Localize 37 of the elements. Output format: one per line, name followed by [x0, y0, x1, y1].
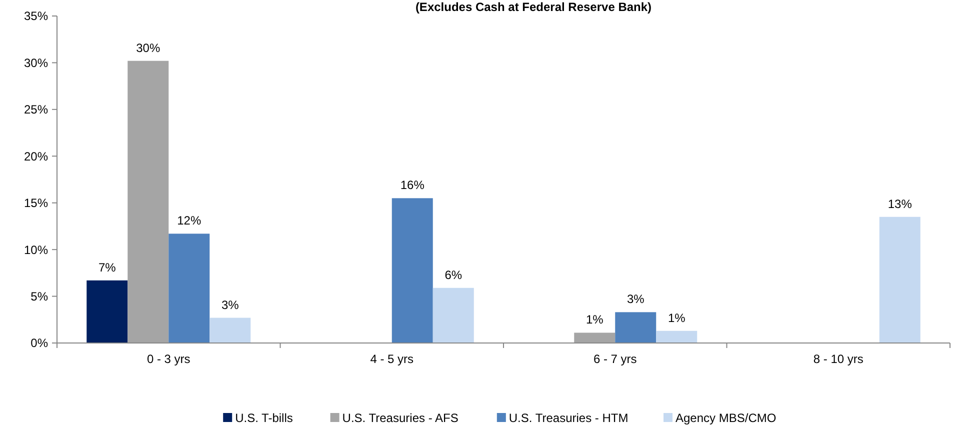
bar	[128, 60, 169, 343]
data-label: 3%	[221, 298, 240, 312]
x-tick-label: 8 - 10 yrs	[813, 352, 864, 366]
data-label: 13%	[888, 196, 912, 211]
legend-label: U.S. Treasuries - AFS	[342, 411, 458, 425]
bar	[86, 280, 128, 343]
data-label: 3%	[626, 292, 645, 306]
x-tick-label: 4 - 5 yrs	[370, 352, 414, 366]
bar	[432, 288, 474, 343]
y-tick-label: 20%	[24, 149, 48, 164]
chart-title: (Excludes Cash at Federal Reserve Bank)	[415, 0, 652, 14]
bar	[168, 234, 210, 343]
data-label: 16%	[400, 178, 425, 192]
y-tick-label: 10%	[24, 242, 48, 257]
data-label: 12%	[177, 214, 202, 228]
bar	[574, 332, 616, 343]
bar	[615, 312, 656, 343]
data-label: 1%	[668, 310, 686, 325]
y-tick-label: 15%	[24, 196, 48, 210]
y-tick-label: 0%	[30, 336, 48, 350]
x-tick-label: 6 - 7 yrs	[593, 352, 637, 366]
y-tick-label: 35%	[24, 9, 48, 24]
legend-label: U.S. T-bills	[235, 411, 293, 425]
data-label: 1%	[586, 312, 604, 327]
bar	[210, 318, 251, 343]
legend-label: Agency MBS/CMO	[676, 411, 776, 425]
data-label: 6%	[444, 268, 462, 282]
y-tick-label: 25%	[24, 102, 48, 117]
bar	[392, 198, 433, 343]
x-tick-label: 0 - 3 yrs	[146, 352, 190, 366]
y-tick-label: 5%	[30, 289, 48, 304]
data-label: 7%	[98, 260, 116, 274]
legend-label: U.S. Treasuries - HTM	[508, 411, 628, 425]
data-label: 30%	[136, 40, 160, 55]
bar	[656, 330, 698, 343]
y-tick-label: 30%	[24, 56, 48, 70]
bar	[879, 216, 920, 343]
